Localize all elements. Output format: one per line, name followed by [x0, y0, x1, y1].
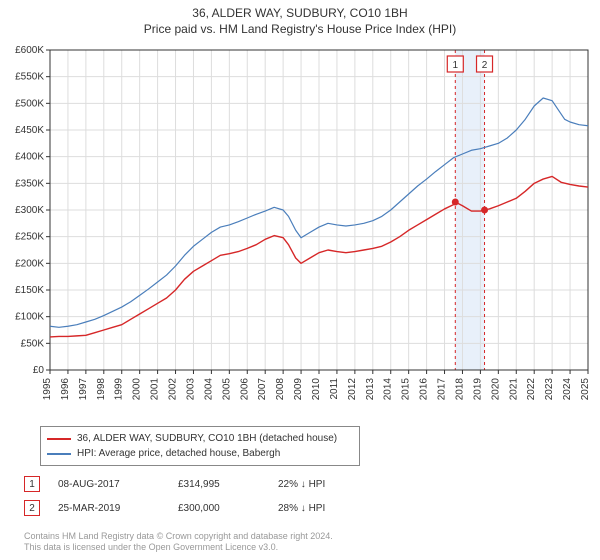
svg-text:1: 1 [453, 60, 459, 71]
svg-text:2011: 2011 [329, 378, 340, 400]
svg-text:£550K: £550K [15, 72, 44, 83]
svg-text:£150K: £150K [15, 285, 44, 296]
sale-diff: 28% ↓ HPI [278, 503, 398, 514]
svg-text:2016: 2016 [419, 378, 430, 401]
legend: 36, ALDER WAY, SUDBURY, CO10 1BH (detach… [40, 426, 360, 466]
svg-text:£450K: £450K [15, 125, 44, 136]
svg-text:2025: 2025 [580, 378, 591, 401]
legend-swatch [47, 453, 71, 455]
sale-badge: 2 [24, 500, 40, 516]
chart-container: 36, ALDER WAY, SUDBURY, CO10 1BH Price p… [0, 0, 600, 560]
svg-text:£350K: £350K [15, 178, 44, 189]
svg-text:2010: 2010 [311, 378, 322, 401]
svg-text:2021: 2021 [508, 378, 519, 401]
svg-text:2019: 2019 [472, 378, 483, 401]
chart-area: £0 £50K £100K £150K £200K £250K £300K £350K £400… [0, 40, 600, 420]
svg-text:2006: 2006 [239, 378, 250, 401]
svg-text:1999: 1999 [114, 378, 125, 401]
svg-text:2013: 2013 [365, 378, 376, 401]
svg-text:2000: 2000 [132, 378, 143, 401]
legend-label: 36, ALDER WAY, SUDBURY, CO10 1BH (detach… [77, 431, 337, 446]
svg-text:£100K: £100K [15, 312, 44, 323]
svg-text:2001: 2001 [150, 378, 161, 401]
svg-text:1995: 1995 [42, 378, 53, 401]
sale-price: £300,000 [178, 503, 278, 514]
chart-title: 36, ALDER WAY, SUDBURY, CO10 1BH [0, 0, 600, 20]
footer-line-1: Contains HM Land Registry data © Crown c… [24, 531, 333, 543]
svg-text:2017: 2017 [437, 378, 448, 401]
sale-diff: 22% ↓ HPI [278, 479, 398, 490]
svg-text:2023: 2023 [544, 378, 555, 401]
svg-text:£50K: £50K [21, 338, 45, 349]
svg-text:2024: 2024 [562, 378, 573, 401]
svg-text:2020: 2020 [490, 378, 501, 401]
svg-text:2004: 2004 [203, 378, 214, 401]
svg-text:£400K: £400K [15, 152, 44, 163]
svg-text:£300K: £300K [15, 205, 44, 216]
sale-date: 25-MAR-2019 [58, 503, 178, 514]
svg-text:2014: 2014 [383, 378, 394, 401]
svg-text:2012: 2012 [347, 378, 358, 401]
svg-text:£0: £0 [33, 365, 45, 376]
svg-text:1997: 1997 [78, 378, 89, 401]
footer: Contains HM Land Registry data © Crown c… [24, 531, 333, 554]
legend-item: 36, ALDER WAY, SUDBURY, CO10 1BH (detach… [47, 431, 353, 446]
svg-text:2015: 2015 [401, 378, 412, 401]
sale-date: 08-AUG-2017 [58, 479, 178, 490]
svg-text:2018: 2018 [454, 378, 465, 401]
legend-swatch [47, 438, 71, 440]
svg-text:1996: 1996 [60, 378, 71, 401]
svg-text:2009: 2009 [293, 378, 304, 401]
svg-text:2: 2 [482, 60, 488, 71]
chart-subtitle: Price paid vs. HM Land Registry's House … [0, 20, 600, 36]
svg-text:2008: 2008 [275, 378, 286, 401]
svg-text:£250K: £250K [15, 232, 44, 243]
svg-text:2022: 2022 [526, 378, 537, 401]
svg-text:1998: 1998 [96, 378, 107, 401]
svg-text:£200K: £200K [15, 258, 44, 269]
sales-list: 1 08-AUG-2017£314,99522% ↓ HPI 2 25-MAR-201… [24, 472, 584, 520]
footer-line-2: This data is licensed under the Open Gov… [24, 542, 333, 554]
sale-row: 1 08-AUG-2017£314,99522% ↓ HPI [24, 472, 584, 496]
svg-text:£600K: £600K [15, 45, 44, 56]
sale-badge: 1 [24, 476, 40, 492]
svg-text:2003: 2003 [185, 378, 196, 401]
legend-item: HPI: Average price, detached house, Babe… [47, 446, 353, 461]
chart-svg: £0 £50K £100K £150K £200K £250K £300K £350K £400… [0, 40, 600, 420]
svg-text:£500K: £500K [15, 98, 44, 109]
svg-text:2002: 2002 [168, 378, 179, 401]
svg-text:2007: 2007 [257, 378, 268, 401]
legend-label: HPI: Average price, detached house, Babe… [77, 446, 280, 461]
sale-price: £314,995 [178, 479, 278, 490]
sale-row: 2 25-MAR-2019£300,00028% ↓ HPI [24, 496, 584, 520]
svg-text:2005: 2005 [221, 378, 232, 401]
